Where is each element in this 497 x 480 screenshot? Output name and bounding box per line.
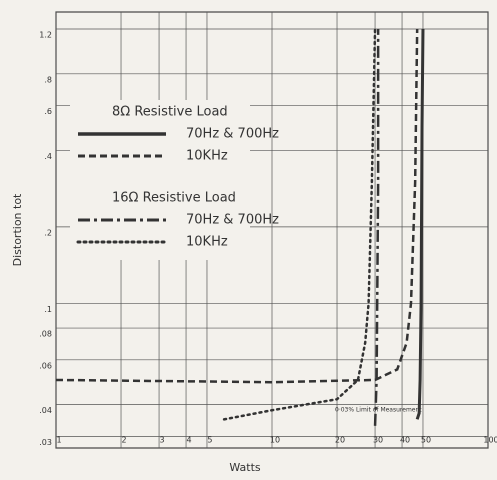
legend-label: 70Hz & 700Hz (186, 213, 279, 228)
legend-title: 16Ω Resistive Load (112, 191, 236, 206)
legend-label: 10KHz (186, 149, 228, 164)
y-tick-label: .6 (44, 107, 52, 116)
y-tick-label: .1 (44, 305, 52, 314)
x-axis-label: Watts (229, 461, 261, 474)
legend-box (70, 100, 250, 260)
x-tick-label: 50 (421, 436, 431, 445)
x-tick-label: 1 (56, 436, 61, 445)
x-tick-label: 5 (207, 436, 212, 445)
series-line (373, 29, 380, 426)
x-tick-label: 3 (160, 436, 165, 445)
y-tick-label: .8 (44, 75, 52, 84)
legend-label: 70Hz & 700Hz (186, 127, 279, 142)
y-tick-label: .04 (39, 406, 52, 415)
y-tick-label: .4 (44, 152, 52, 161)
series-line (222, 27, 377, 421)
y-tick-label: .03 (39, 438, 52, 447)
x-tick-label: 10 (270, 436, 280, 445)
y-tick-label: .06 (39, 361, 52, 370)
y-tick-label: .2 (44, 228, 52, 237)
x-tick-label: 4 (186, 436, 191, 445)
x-tick-label: 20 (335, 436, 345, 445)
y-tick-label: 1.2 (39, 31, 52, 40)
x-tick-label: 100 (483, 436, 497, 445)
annotation: 0·03% Limit of Measurement (335, 407, 422, 414)
x-tick-label: 2 (121, 436, 126, 445)
x-tick-label: 40 (400, 436, 410, 445)
x-tick-label: 30 (373, 436, 383, 445)
y-axis-label: Distortion tot (11, 193, 24, 266)
legend-label: 10KHz (186, 235, 228, 250)
series-line (415, 29, 425, 420)
series-line (55, 29, 419, 384)
legend-title: 8Ω Resistive Load (112, 105, 228, 120)
y-tick-label: .08 (39, 330, 52, 339)
